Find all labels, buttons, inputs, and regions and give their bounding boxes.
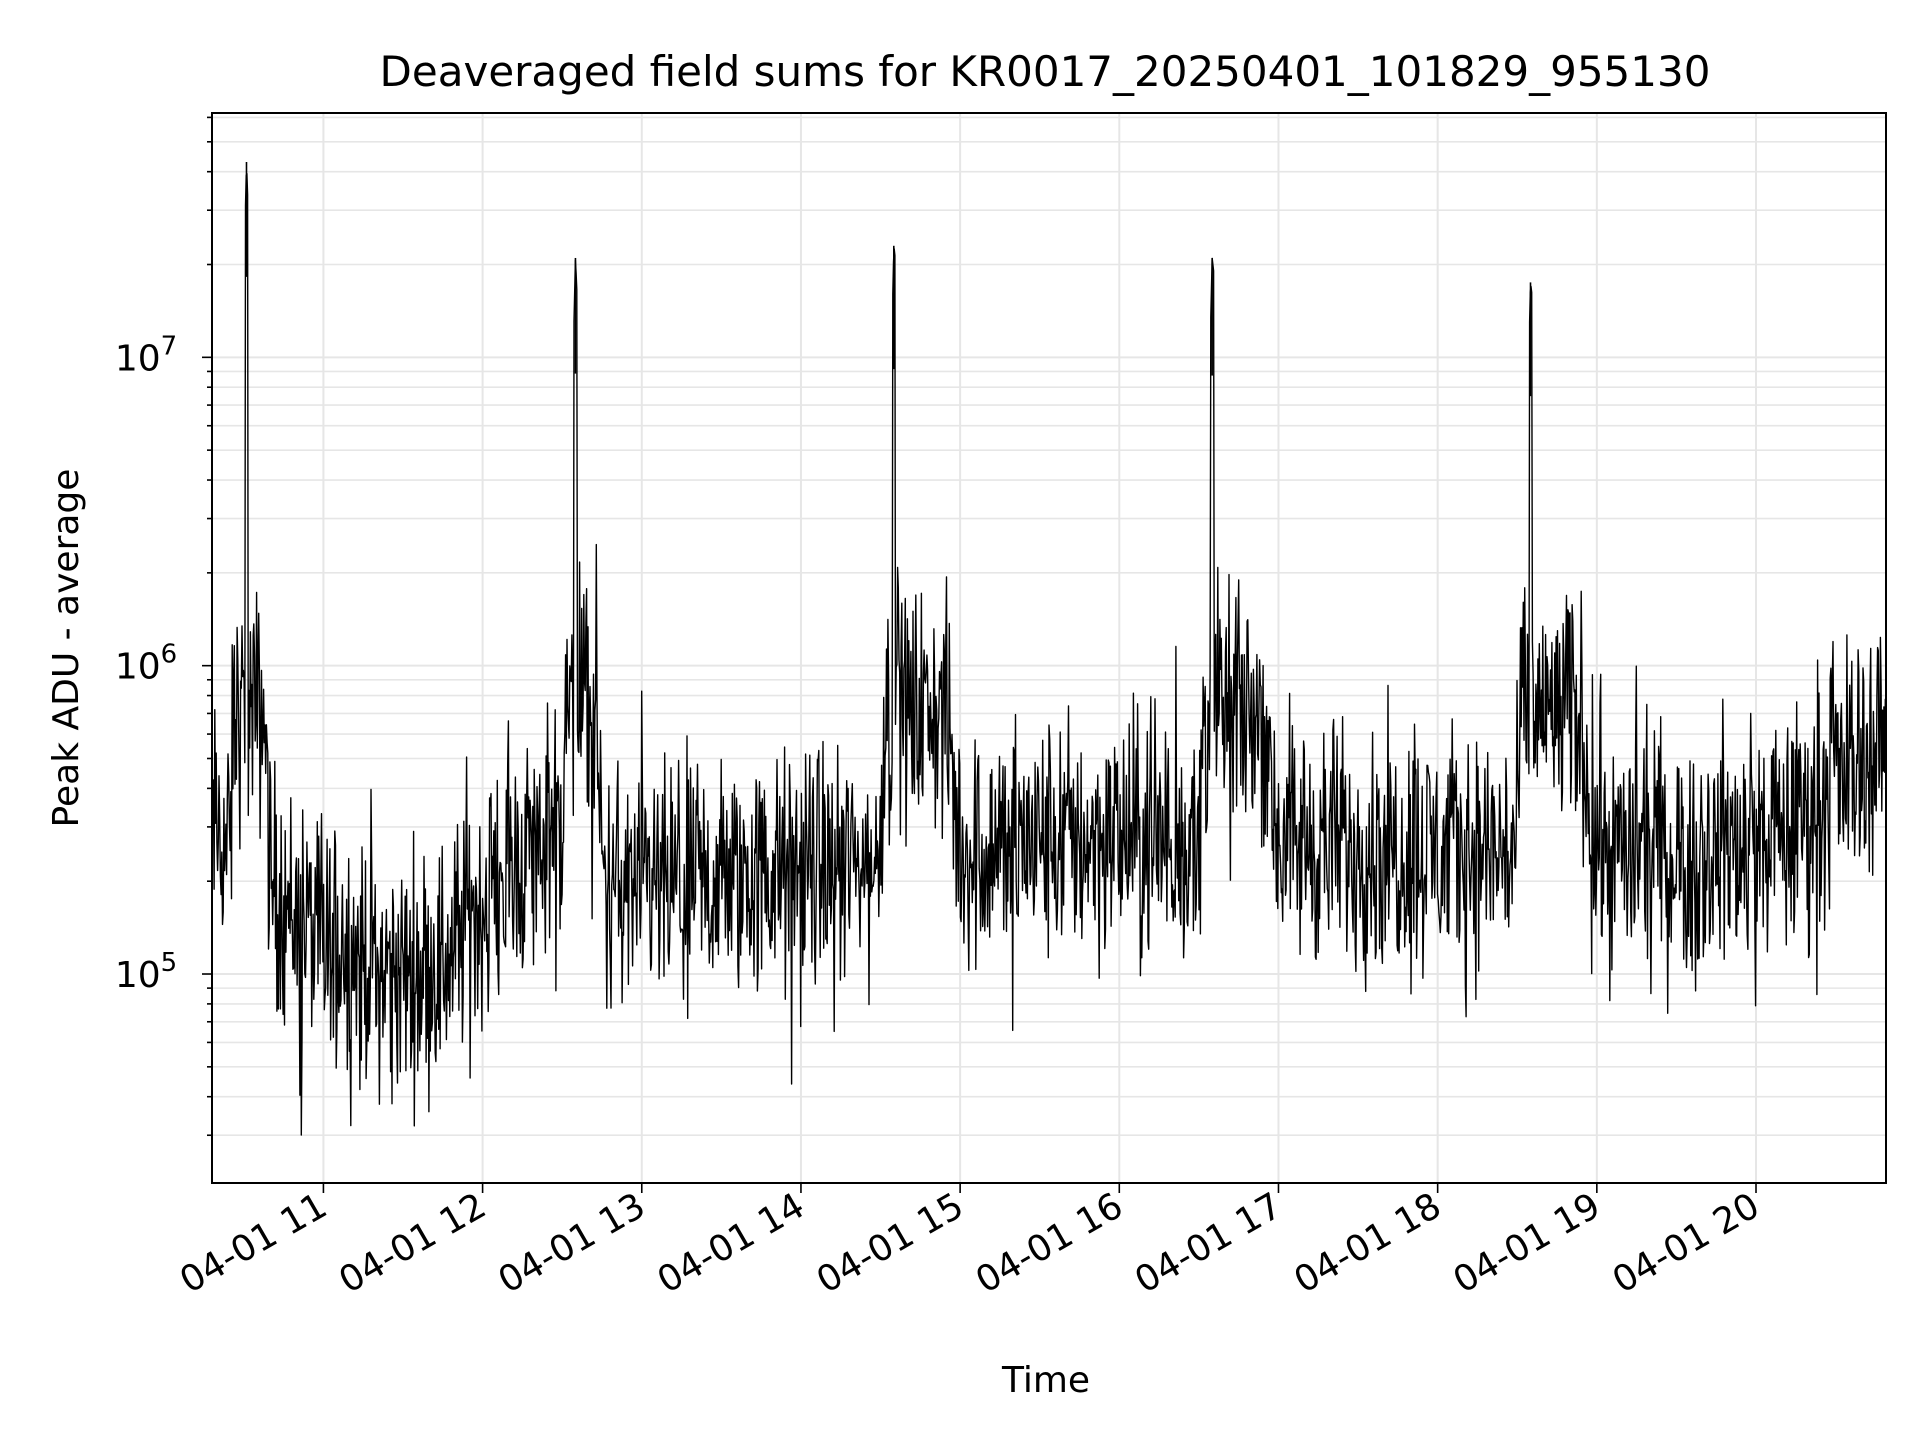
y-axis-ticks: 105 106 107 — [115, 331, 177, 996]
y-tick-label: 105 — [115, 948, 177, 996]
y-axis-label: Peak ADU - average — [46, 469, 87, 828]
y-tick-label: 107 — [115, 331, 177, 379]
series-line — [211, 172, 1887, 1136]
plot-frame — [211, 112, 1887, 1184]
chart-title: Deaveraged field sums for KR0017_2025040… — [380, 47, 1711, 96]
series-line-group — [211, 162, 1887, 1136]
x-axis-label: Time — [1001, 1360, 1090, 1401]
y-tick-label: 106 — [115, 640, 177, 688]
